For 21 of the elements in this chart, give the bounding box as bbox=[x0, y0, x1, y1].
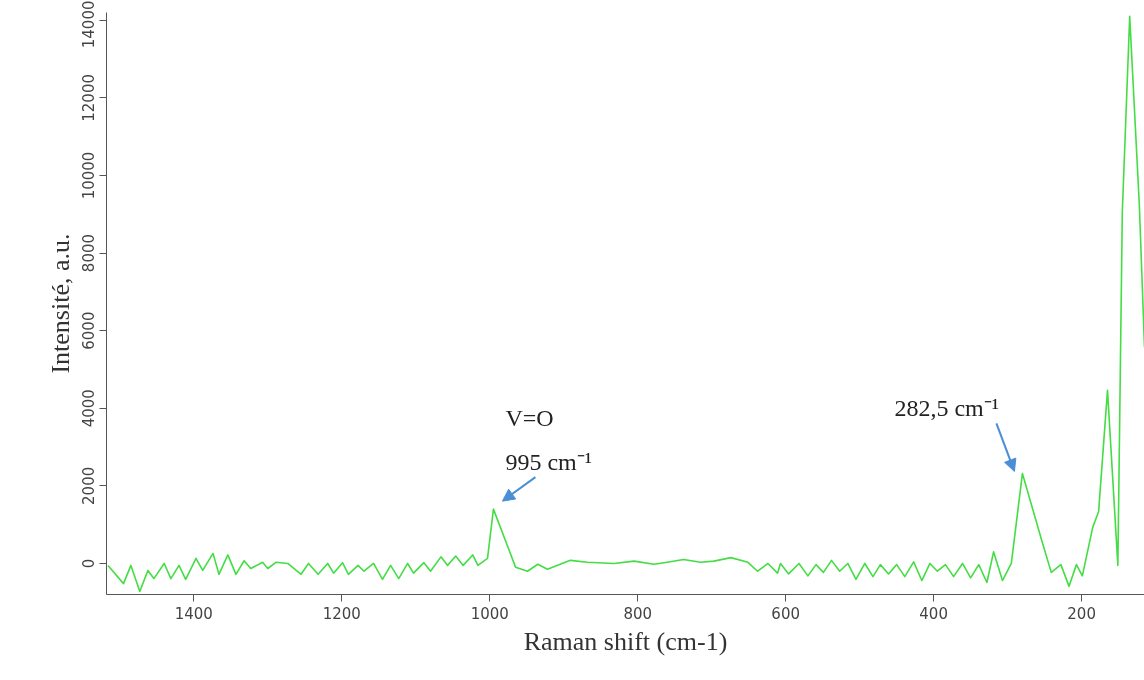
y-tick-label: 6000 bbox=[80, 311, 99, 350]
annotation: 995 cm⁻¹ bbox=[505, 449, 592, 476]
y-tick-label: 12000 bbox=[80, 74, 99, 122]
x-tick-label: 800 bbox=[623, 604, 653, 623]
y-tick-label: 8000 bbox=[80, 233, 99, 273]
y-tick-label: 4000 bbox=[80, 389, 99, 428]
y-axis-title: Intensité, a.u. bbox=[45, 233, 75, 374]
line-series bbox=[107, 15, 1144, 593]
annotation: 282,5 cm⁻¹ bbox=[894, 395, 999, 422]
x-tick-label: 200 bbox=[1067, 604, 1096, 623]
x-tick-label: 400 bbox=[919, 604, 948, 623]
y-tick-label: 10000 bbox=[80, 151, 99, 200]
x-tick-label: 1200 bbox=[322, 604, 361, 623]
y-tick-label: 2000 bbox=[80, 466, 99, 505]
y-tick-label: 14000 bbox=[80, 0, 99, 49]
annotation: V=O bbox=[505, 405, 554, 432]
x-tick-label: 1400 bbox=[174, 604, 213, 623]
x-tick-label: 600 bbox=[771, 604, 800, 623]
y-tick-label: 0 bbox=[80, 558, 99, 569]
x-axis-title: Raman shift (cm-1) bbox=[523, 626, 728, 656]
x-tick-label: 1000 bbox=[470, 604, 509, 623]
